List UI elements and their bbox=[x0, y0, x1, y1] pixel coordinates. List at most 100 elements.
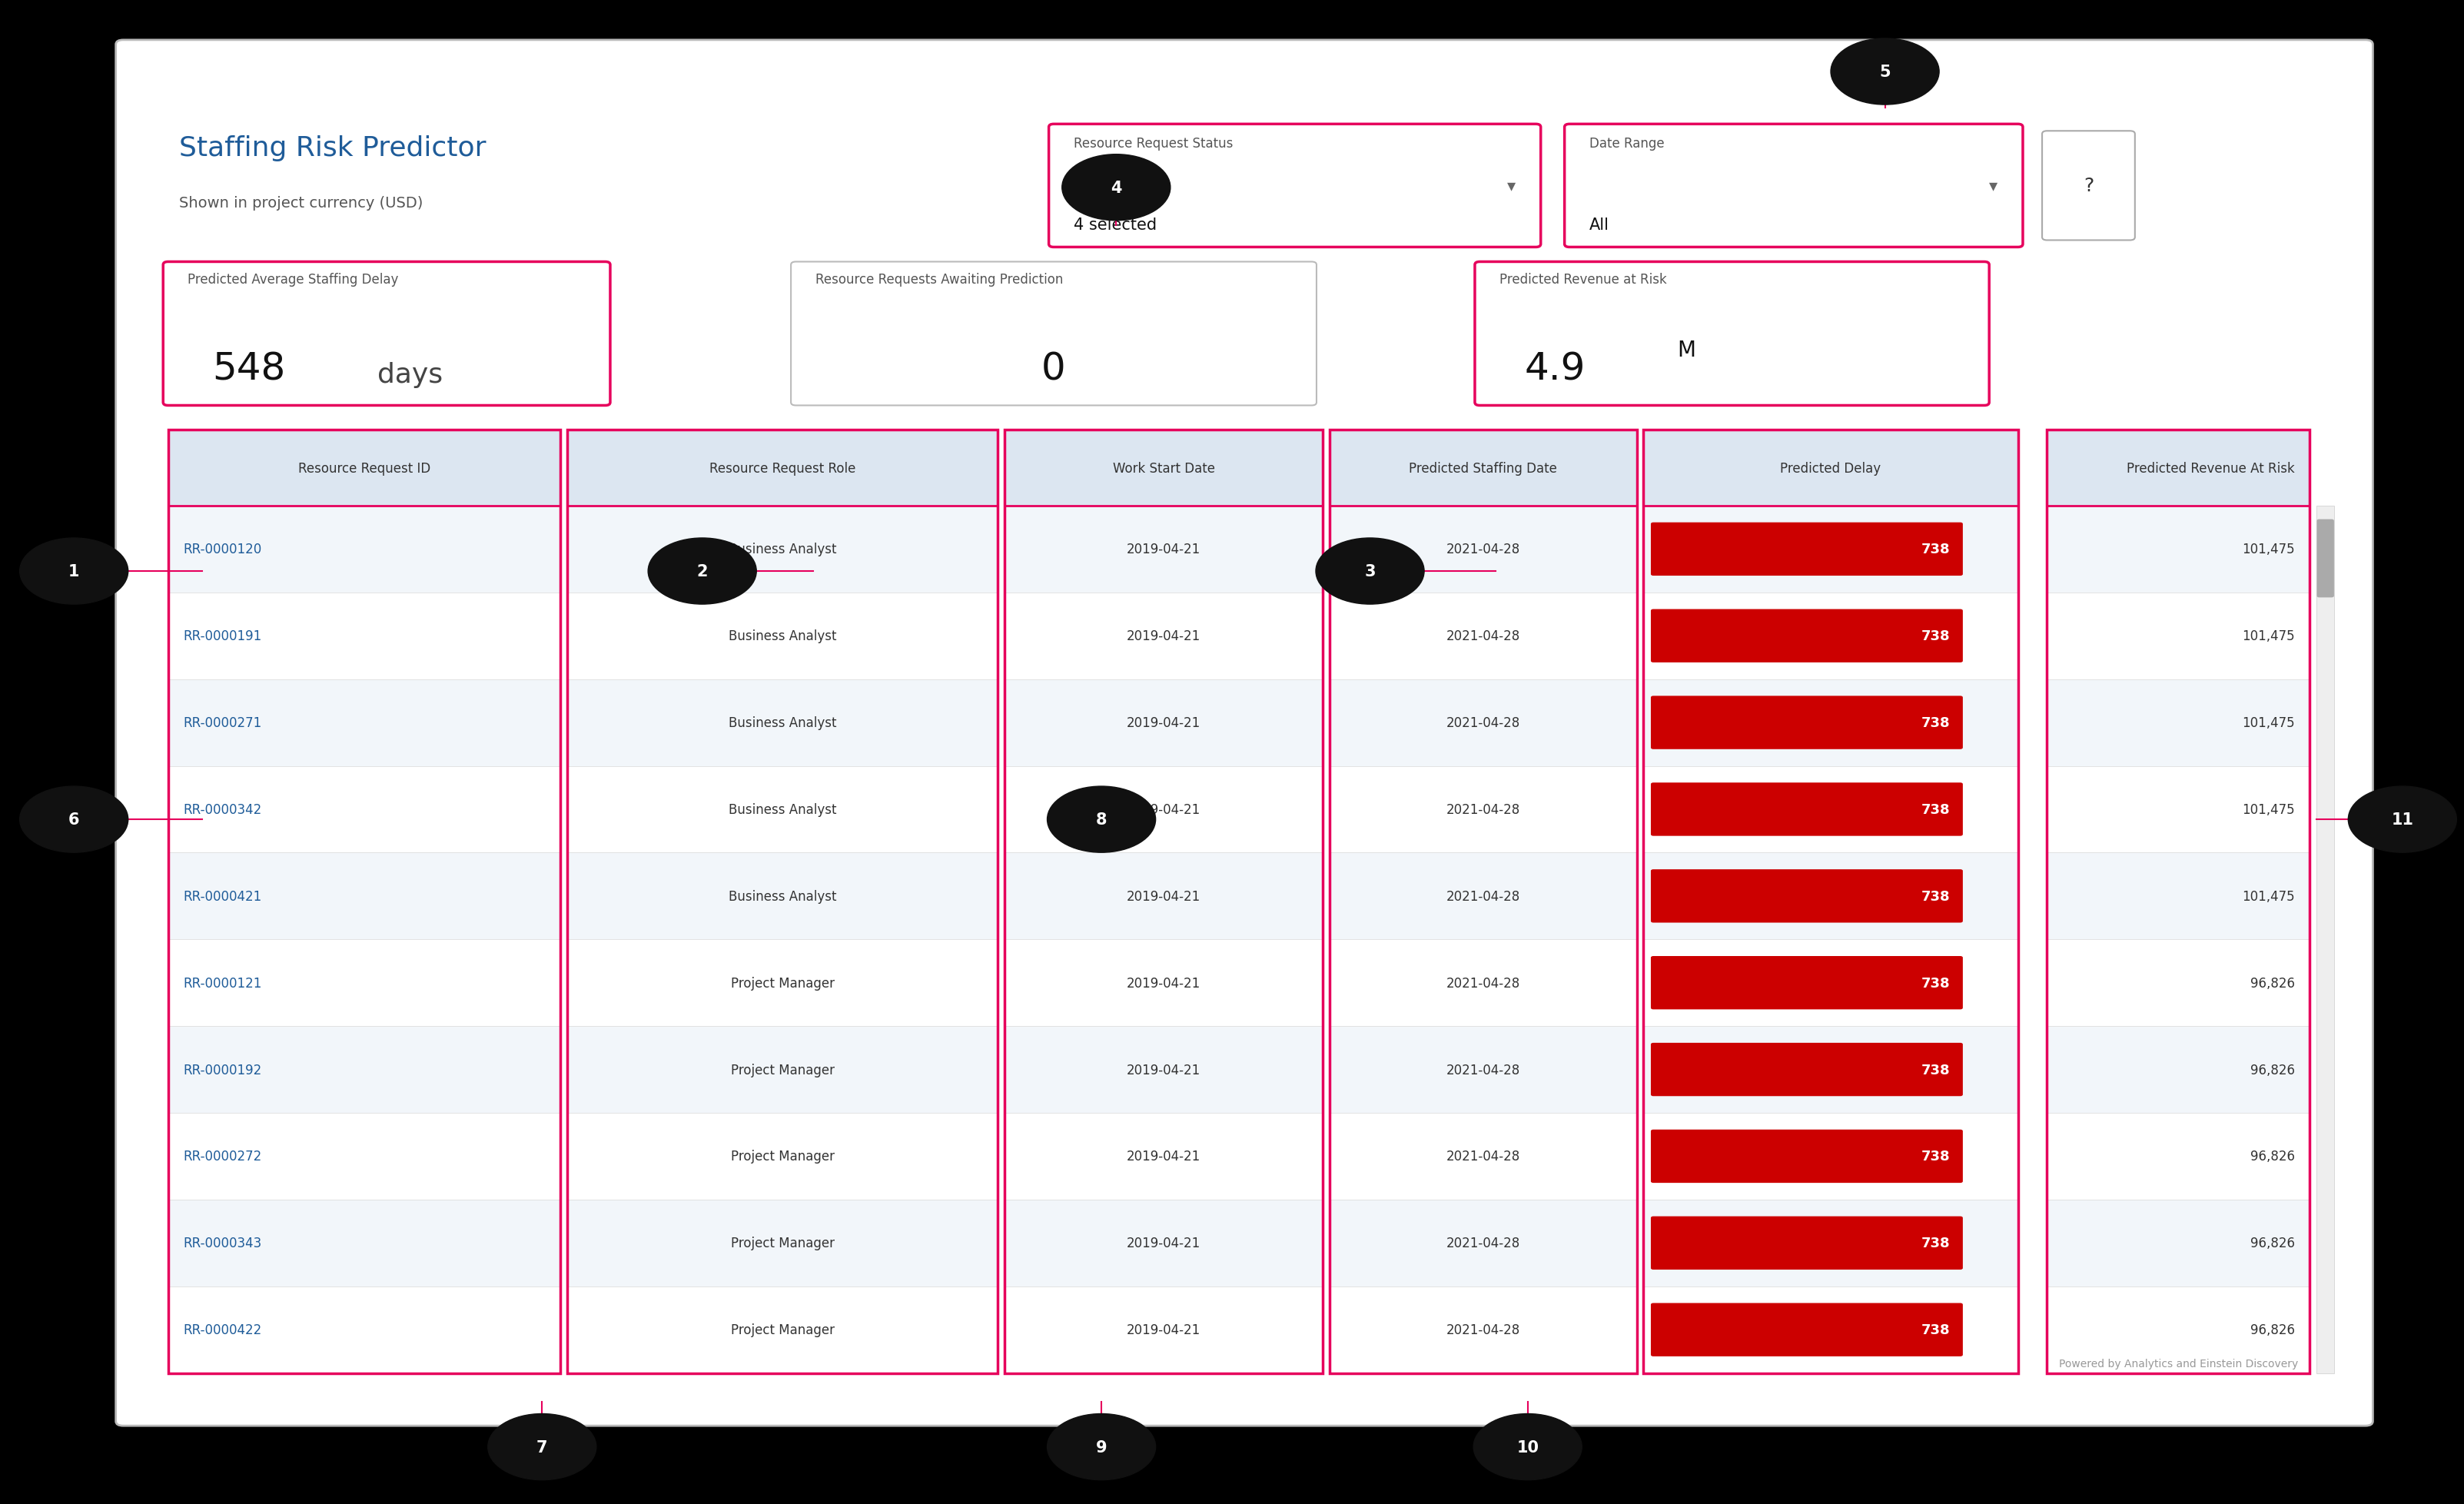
Circle shape bbox=[1047, 787, 1156, 853]
Circle shape bbox=[1473, 1414, 1582, 1480]
Text: 96,826: 96,826 bbox=[2250, 1324, 2294, 1337]
Text: days: days bbox=[377, 362, 444, 388]
FancyBboxPatch shape bbox=[1005, 766, 1323, 853]
Text: 2019-04-21: 2019-04-21 bbox=[1126, 543, 1200, 556]
Text: 2019-04-21: 2019-04-21 bbox=[1126, 976, 1200, 990]
FancyBboxPatch shape bbox=[1643, 1200, 2018, 1286]
Text: 101,475: 101,475 bbox=[2242, 629, 2294, 644]
FancyBboxPatch shape bbox=[1005, 940, 1323, 1026]
Text: Shown in project currency (USD): Shown in project currency (USD) bbox=[180, 196, 424, 211]
FancyBboxPatch shape bbox=[116, 41, 2373, 1426]
Text: 2019-04-21: 2019-04-21 bbox=[1126, 1324, 1200, 1337]
Text: 2021-04-28: 2021-04-28 bbox=[1446, 1236, 1520, 1250]
FancyBboxPatch shape bbox=[2048, 1200, 2309, 1286]
FancyBboxPatch shape bbox=[168, 940, 559, 1026]
Text: Predicted Revenue At Risk: Predicted Revenue At Risk bbox=[2126, 462, 2294, 475]
Text: 4.9: 4.9 bbox=[1525, 350, 1584, 388]
Text: 101,475: 101,475 bbox=[2242, 716, 2294, 729]
Text: Resource Requests Awaiting Prediction: Resource Requests Awaiting Prediction bbox=[816, 272, 1064, 287]
Text: 96,826: 96,826 bbox=[2250, 1149, 2294, 1163]
Text: 738: 738 bbox=[1922, 716, 1951, 729]
Text: Resource Request ID: Resource Request ID bbox=[298, 462, 431, 475]
FancyBboxPatch shape bbox=[2048, 940, 2309, 1026]
Circle shape bbox=[648, 538, 756, 605]
FancyBboxPatch shape bbox=[2316, 520, 2333, 599]
Text: M: M bbox=[1678, 340, 1695, 361]
Text: Date Range: Date Range bbox=[1589, 137, 1663, 150]
Text: Project Manager: Project Manager bbox=[729, 1236, 835, 1250]
Text: RR-0000272: RR-0000272 bbox=[182, 1149, 261, 1163]
Text: 2019-04-21: 2019-04-21 bbox=[1126, 716, 1200, 729]
Text: RR-0000343: RR-0000343 bbox=[182, 1236, 261, 1250]
FancyBboxPatch shape bbox=[1643, 680, 2018, 766]
Text: RR-0000421: RR-0000421 bbox=[182, 889, 261, 904]
Text: Business Analyst: Business Analyst bbox=[729, 716, 835, 729]
Text: 2021-04-28: 2021-04-28 bbox=[1446, 629, 1520, 644]
Text: Project Manager: Project Manager bbox=[729, 1149, 835, 1163]
Text: 8: 8 bbox=[1096, 812, 1106, 827]
Text: 2019-04-21: 2019-04-21 bbox=[1126, 1236, 1200, 1250]
Text: 96,826: 96,826 bbox=[2250, 976, 2294, 990]
FancyBboxPatch shape bbox=[567, 430, 998, 507]
FancyBboxPatch shape bbox=[163, 262, 611, 406]
FancyBboxPatch shape bbox=[1331, 766, 1636, 853]
Text: RR-0000121: RR-0000121 bbox=[182, 976, 261, 990]
Text: 738: 738 bbox=[1922, 543, 1951, 556]
FancyBboxPatch shape bbox=[1005, 1286, 1323, 1373]
Text: 96,826: 96,826 bbox=[2250, 1236, 2294, 1250]
Text: Project Manager: Project Manager bbox=[729, 976, 835, 990]
FancyBboxPatch shape bbox=[1331, 430, 1636, 507]
Text: Predicted Average Staffing Delay: Predicted Average Staffing Delay bbox=[187, 272, 399, 287]
Text: 2021-04-28: 2021-04-28 bbox=[1446, 716, 1520, 729]
FancyBboxPatch shape bbox=[2043, 131, 2134, 241]
Text: RR-0000271: RR-0000271 bbox=[182, 716, 261, 729]
FancyBboxPatch shape bbox=[2048, 766, 2309, 853]
FancyBboxPatch shape bbox=[168, 430, 559, 507]
FancyBboxPatch shape bbox=[1005, 507, 1323, 593]
Text: 2021-04-28: 2021-04-28 bbox=[1446, 976, 1520, 990]
FancyBboxPatch shape bbox=[1331, 1113, 1636, 1200]
FancyBboxPatch shape bbox=[1643, 853, 2018, 940]
FancyBboxPatch shape bbox=[1651, 1044, 1964, 1096]
Text: 4: 4 bbox=[1111, 180, 1121, 196]
FancyBboxPatch shape bbox=[1005, 1200, 1323, 1286]
Text: 738: 738 bbox=[1922, 803, 1951, 817]
Text: 101,475: 101,475 bbox=[2242, 543, 2294, 556]
FancyBboxPatch shape bbox=[2048, 507, 2309, 593]
Text: 101,475: 101,475 bbox=[2242, 889, 2294, 904]
Text: RR-0000342: RR-0000342 bbox=[182, 803, 261, 817]
Text: 2021-04-28: 2021-04-28 bbox=[1446, 543, 1520, 556]
FancyBboxPatch shape bbox=[1331, 507, 1636, 593]
FancyBboxPatch shape bbox=[2048, 1286, 2309, 1373]
Text: Staffing Risk Predictor: Staffing Risk Predictor bbox=[180, 135, 485, 161]
Text: Resource Request Role: Resource Request Role bbox=[710, 462, 855, 475]
FancyBboxPatch shape bbox=[1651, 1302, 1964, 1357]
FancyBboxPatch shape bbox=[1005, 1026, 1323, 1113]
FancyBboxPatch shape bbox=[1643, 507, 2018, 593]
Text: Business Analyst: Business Analyst bbox=[729, 629, 835, 644]
Text: ▾: ▾ bbox=[1508, 179, 1515, 194]
FancyBboxPatch shape bbox=[567, 1113, 998, 1200]
Text: Business Analyst: Business Analyst bbox=[729, 803, 835, 817]
Text: 3: 3 bbox=[1365, 564, 1375, 579]
Circle shape bbox=[20, 538, 128, 605]
Text: Predicted Revenue at Risk: Predicted Revenue at Risk bbox=[1501, 272, 1666, 287]
Text: 2021-04-28: 2021-04-28 bbox=[1446, 1324, 1520, 1337]
FancyBboxPatch shape bbox=[567, 1026, 998, 1113]
Text: 738: 738 bbox=[1922, 629, 1951, 644]
Text: 1: 1 bbox=[69, 564, 79, 579]
Text: 2019-04-21: 2019-04-21 bbox=[1126, 889, 1200, 904]
Text: 5: 5 bbox=[1880, 65, 1890, 80]
Text: 738: 738 bbox=[1922, 1149, 1951, 1163]
FancyBboxPatch shape bbox=[1651, 609, 1964, 663]
Text: Predicted Staffing Date: Predicted Staffing Date bbox=[1409, 462, 1557, 475]
Circle shape bbox=[20, 787, 128, 853]
FancyBboxPatch shape bbox=[2316, 507, 2333, 1373]
Text: 6: 6 bbox=[69, 812, 79, 827]
FancyBboxPatch shape bbox=[567, 1286, 998, 1373]
Text: RR-0000120: RR-0000120 bbox=[182, 543, 261, 556]
FancyBboxPatch shape bbox=[1651, 1130, 1964, 1184]
Text: ?: ? bbox=[2085, 177, 2094, 196]
FancyBboxPatch shape bbox=[1651, 957, 1964, 1009]
FancyBboxPatch shape bbox=[567, 680, 998, 766]
